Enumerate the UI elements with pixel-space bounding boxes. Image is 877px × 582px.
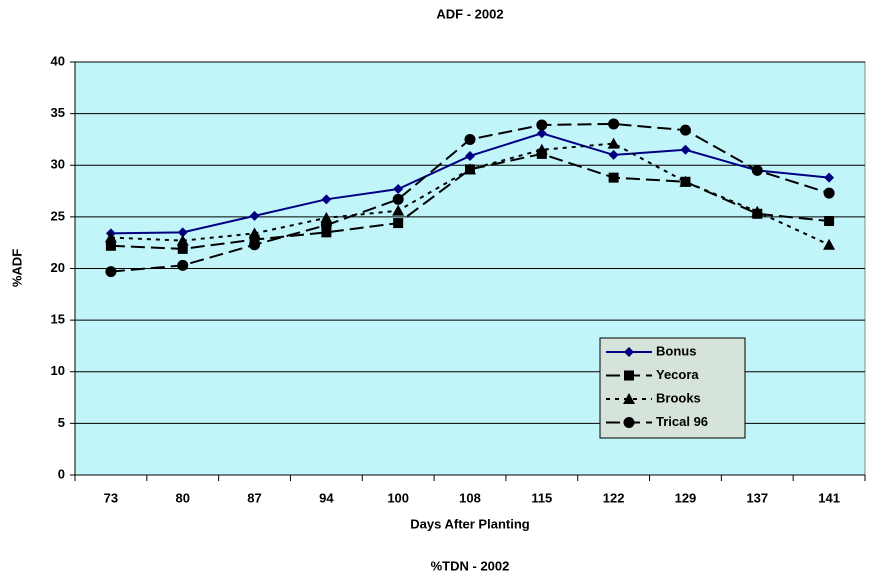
marker xyxy=(465,150,475,161)
y-tick-label: 25 xyxy=(51,208,65,223)
x-tick-label: 80 xyxy=(175,490,189,505)
legend-entry: Brooks xyxy=(606,390,701,405)
legend-entry: Trical 96 xyxy=(606,414,708,429)
marker xyxy=(321,194,332,205)
marker xyxy=(321,227,332,238)
y-axis-label: %ADF xyxy=(9,249,24,287)
marker xyxy=(679,124,691,136)
x-tick-label: 141 xyxy=(818,490,840,505)
marker xyxy=(249,210,260,221)
marker xyxy=(393,218,404,229)
marker xyxy=(177,227,188,238)
x-tick-label: 115 xyxy=(531,490,552,505)
marker xyxy=(177,259,189,271)
y-tick-label: 40 xyxy=(51,53,65,68)
legend-entry: Yecora xyxy=(606,367,699,382)
marker xyxy=(177,243,188,254)
legend-label: Yecora xyxy=(656,367,699,382)
marker xyxy=(751,164,763,176)
legend-label: Brooks xyxy=(656,390,701,405)
marker xyxy=(536,119,548,131)
marker xyxy=(464,163,476,175)
x-tick-label: 137 xyxy=(746,490,768,505)
legend-entry: Bonus xyxy=(606,343,696,358)
marker xyxy=(535,143,548,155)
x-tick-label: 122 xyxy=(603,490,625,505)
y-tick-label: 30 xyxy=(51,157,65,172)
marker xyxy=(824,216,835,227)
marker xyxy=(392,204,405,216)
marker xyxy=(608,118,620,130)
y-tick-label: 15 xyxy=(51,312,65,327)
x-axis-label: Days After Planting xyxy=(410,516,529,531)
y-tick-label: 0 xyxy=(58,466,65,481)
chart-title: ADF - 2002 xyxy=(436,6,503,21)
marker xyxy=(607,137,620,149)
marker xyxy=(623,417,635,428)
caption: %TDN - 2002 xyxy=(431,558,510,573)
marker xyxy=(104,231,117,243)
marker xyxy=(105,240,116,251)
series-line xyxy=(110,152,830,250)
marker xyxy=(824,172,835,183)
y-tick-label: 20 xyxy=(51,260,65,275)
marker xyxy=(823,238,836,250)
marker xyxy=(624,370,634,381)
marker xyxy=(176,234,189,246)
y-tick-label: 5 xyxy=(58,415,65,430)
x-tick-label: 87 xyxy=(247,490,261,505)
legend-label: Bonus xyxy=(656,343,696,358)
legend: Bonus Yecora Brooks Trical 96 xyxy=(599,337,746,439)
marker xyxy=(823,187,835,199)
marker xyxy=(320,219,332,231)
marker xyxy=(248,227,261,239)
x-tick-label: 129 xyxy=(675,490,697,505)
x-tick-label: 73 xyxy=(104,490,118,505)
marker xyxy=(464,133,476,145)
y-tick-label: 10 xyxy=(51,363,65,378)
marker xyxy=(623,393,635,404)
marker xyxy=(608,172,619,183)
x-tick-label: 108 xyxy=(459,490,481,505)
x-tick-label: 100 xyxy=(387,490,409,505)
marker xyxy=(624,347,634,357)
marker xyxy=(393,183,404,194)
marker xyxy=(320,211,333,223)
marker xyxy=(105,266,117,278)
marker xyxy=(608,149,619,160)
marker xyxy=(751,205,764,217)
legend-label: Trical 96 xyxy=(656,414,708,429)
marker xyxy=(680,144,691,155)
marker xyxy=(536,128,547,139)
marker xyxy=(249,239,261,251)
marker xyxy=(679,175,692,187)
x-tick-label: 94 xyxy=(319,490,334,505)
marker xyxy=(392,193,404,205)
y-tick-label: 35 xyxy=(51,105,65,120)
